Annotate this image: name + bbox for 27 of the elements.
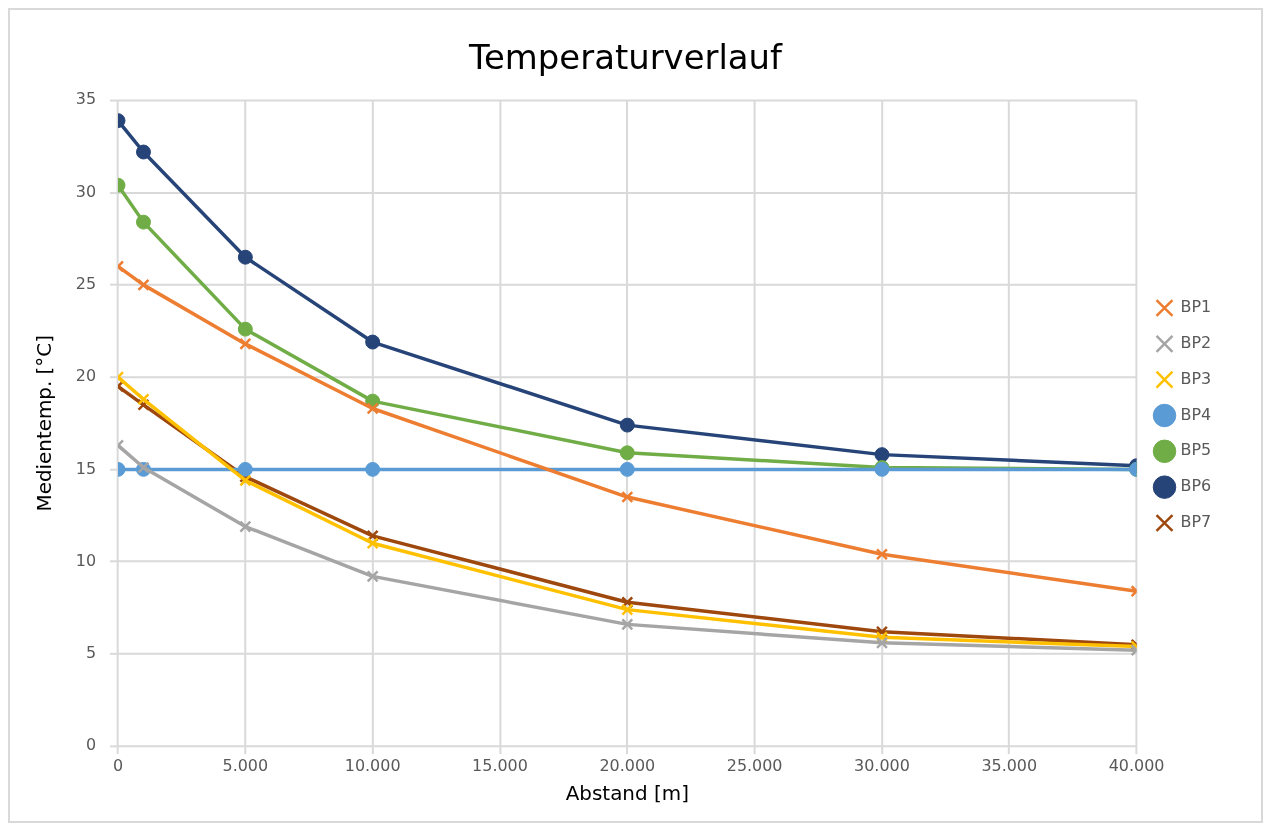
x-tick-label: 20.000	[599, 755, 656, 775]
legend-label: BP5	[1180, 440, 1212, 460]
legend-label: BP2	[1180, 333, 1212, 352]
legend-label: BP7	[1180, 512, 1212, 532]
legend-label: BP4	[1180, 404, 1212, 424]
y-tick-label: 20	[75, 366, 97, 386]
x-tick-label: 5.000	[222, 755, 269, 775]
y-tick-label: 30	[75, 181, 97, 201]
legend-label: BP1	[1180, 297, 1212, 317]
x-tick-label: 25.000	[726, 755, 783, 775]
chart-title: Temperaturverlauf	[468, 37, 784, 77]
x-tick-label: 30.000	[854, 755, 910, 775]
y-tick-label: 10	[75, 550, 97, 570]
x-tick-label: 15.000	[472, 755, 528, 775]
x-tick-label: 35.000	[981, 755, 1038, 775]
y-tick-label: 35	[75, 89, 97, 109]
y-axis-title: Medientemp. [°C]	[33, 335, 57, 512]
x-tick-label: 10.000	[344, 755, 401, 775]
x-tick-label: 40.000	[1108, 755, 1165, 775]
y-tick-label: 5	[85, 643, 97, 663]
x-tick-label: 0	[112, 755, 124, 775]
y-tick-label: 15	[75, 458, 97, 478]
y-tick-label: 0	[85, 735, 97, 755]
legend-label: BP6	[1180, 476, 1212, 496]
y-tick-label: 25	[75, 274, 97, 294]
legend-label: BP3	[1180, 368, 1212, 388]
x-axis-title: Abstand [m]	[565, 782, 689, 806]
